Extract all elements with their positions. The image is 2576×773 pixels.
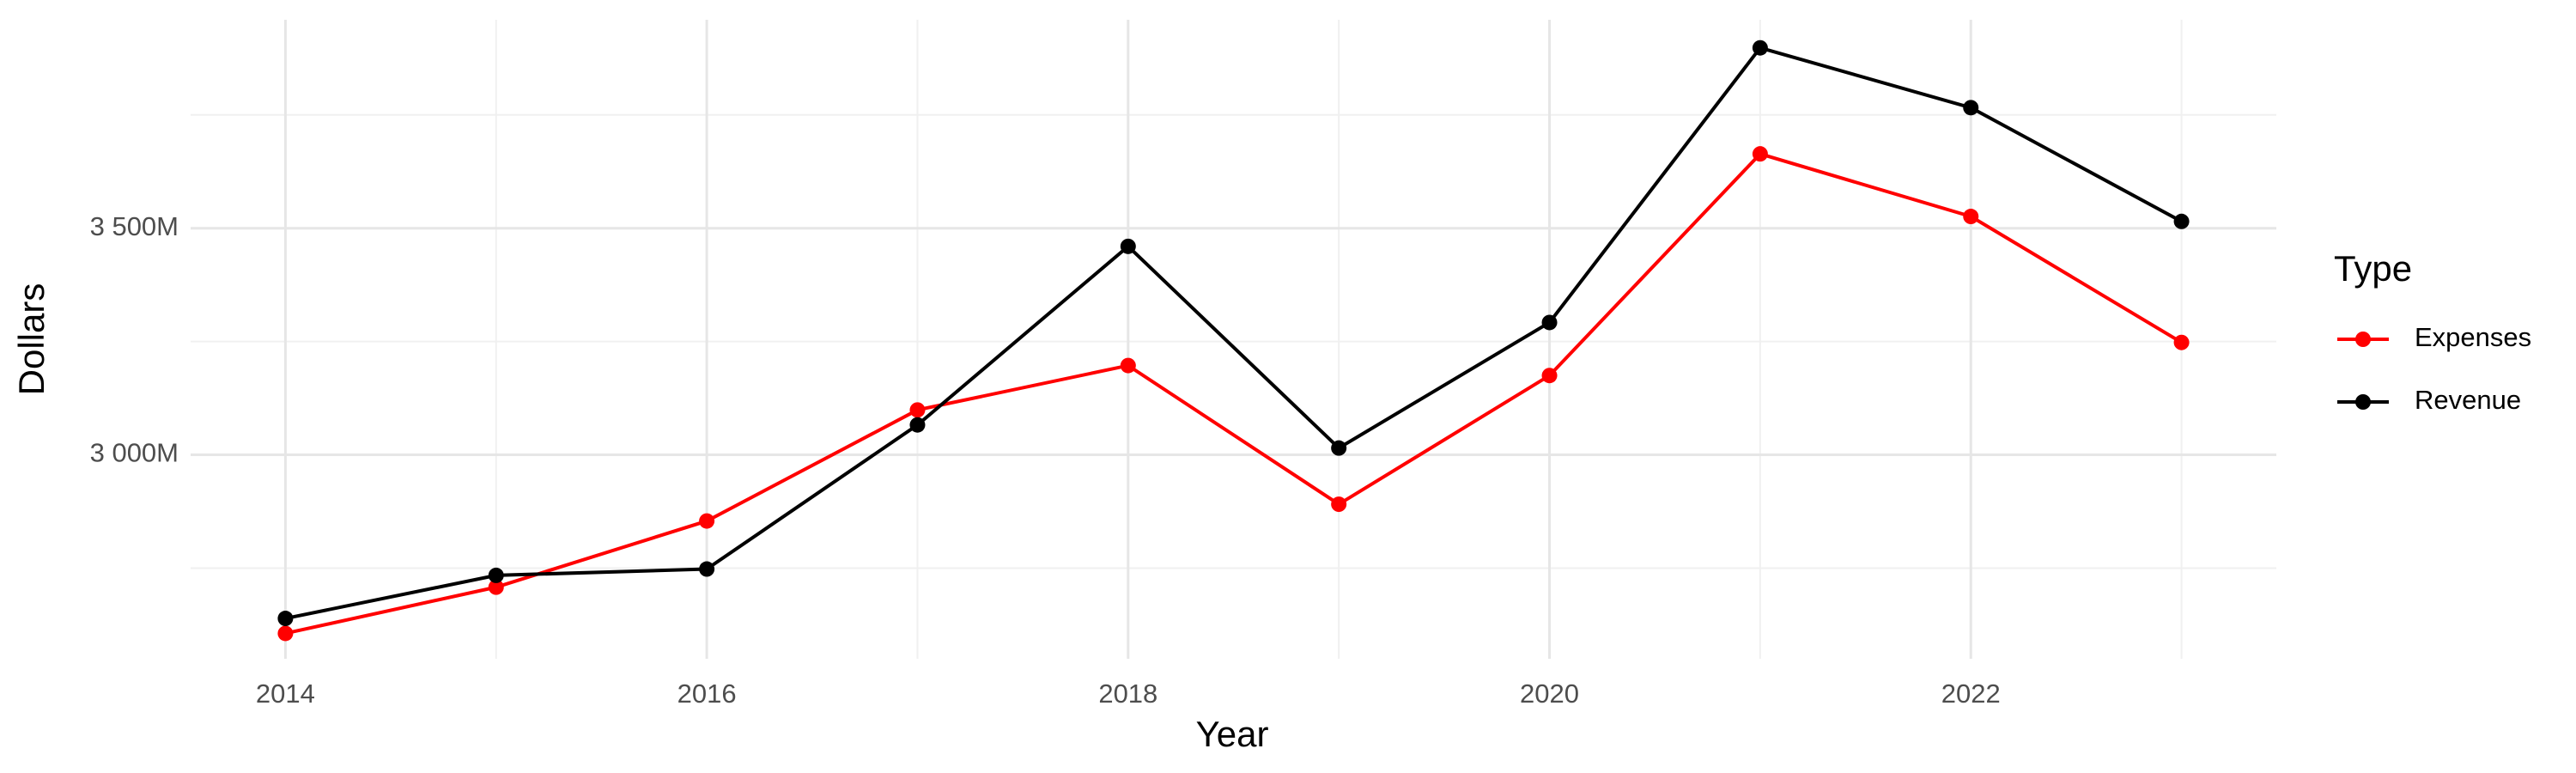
y-axis-title: Dollars (11, 283, 52, 396)
point (277, 625, 294, 642)
line (285, 46, 2183, 620)
legend-title: Type (2334, 248, 2412, 289)
point (1120, 238, 1136, 254)
point (1541, 368, 1558, 384)
x-tick-label: 2018 (1098, 679, 1157, 709)
point (2173, 213, 2190, 229)
line (284, 151, 2183, 636)
point (1963, 209, 1979, 225)
point (909, 417, 926, 433)
x-axis-title: Year (1196, 714, 1269, 754)
point (699, 561, 715, 577)
x-tick-label: 2014 (256, 679, 315, 709)
x-tick-label: 2020 (1520, 679, 1579, 709)
legend-label: Revenue (2415, 385, 2521, 415)
point (2173, 334, 2190, 350)
point (1331, 496, 1347, 513)
point (909, 402, 926, 418)
x-tick-label: 2016 (677, 679, 737, 709)
x-tick-label: 2022 (1941, 679, 2001, 709)
legend-key (2355, 332, 2371, 347)
point (1120, 357, 1136, 374)
point (488, 579, 504, 595)
point (1541, 314, 1558, 331)
point (277, 611, 294, 627)
point (1752, 40, 1768, 56)
point (1752, 146, 1768, 162)
point (1331, 440, 1347, 456)
point (1963, 100, 1979, 116)
legend-key (2355, 394, 2371, 410)
y-tick-label: 3 500M (90, 211, 179, 241)
point (699, 513, 715, 529)
y-tick-label: 3 000M (90, 438, 179, 468)
point (488, 567, 504, 583)
legend-label: Expenses (2415, 322, 2531, 352)
